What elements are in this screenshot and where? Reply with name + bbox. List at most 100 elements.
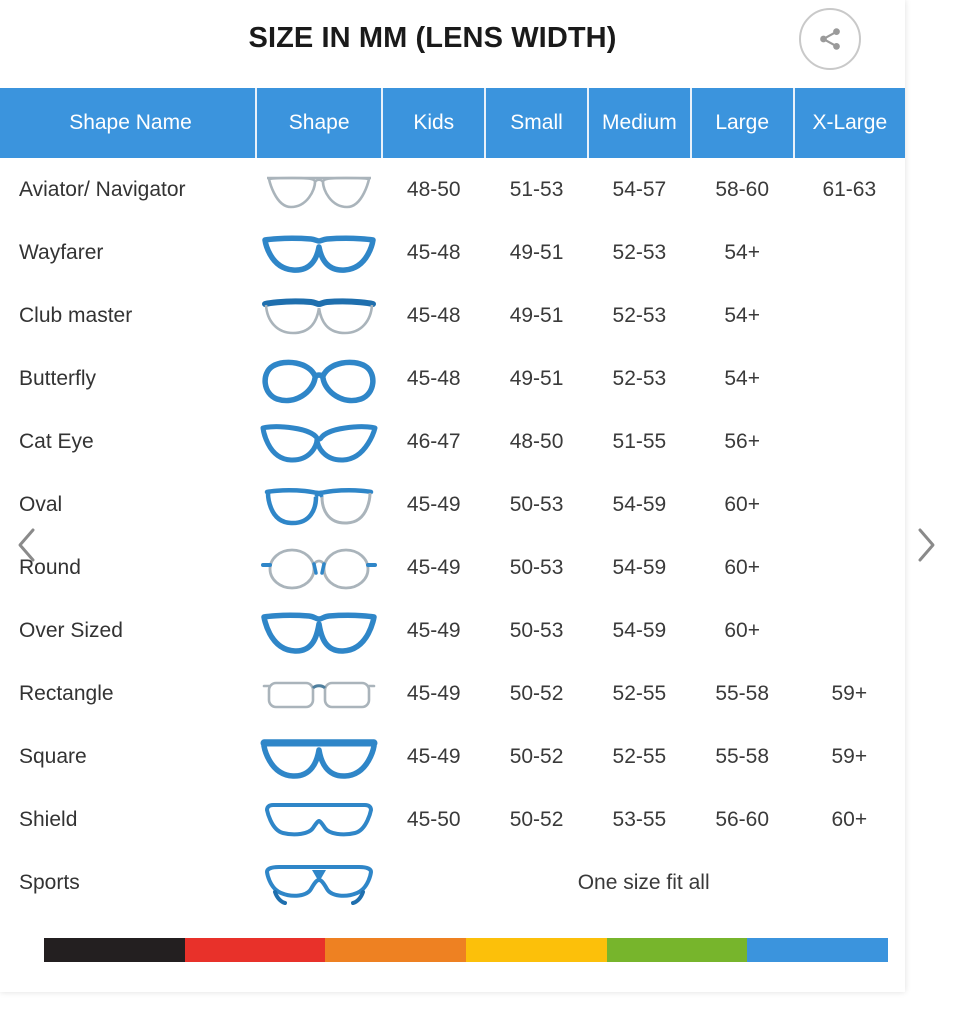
table-header: Shape Name Shape Kids Small Medium Large… — [0, 88, 905, 158]
column-header-medium[interactable]: Medium — [587, 88, 692, 158]
table-body: Aviator/ Navigator 48-50 51-53 54-57 58-60 61… — [0, 158, 905, 914]
cell-shape-name: Shield — [0, 788, 256, 851]
cell-shape-icon — [255, 599, 383, 662]
cell-medium: 51-55 — [587, 410, 691, 473]
cell-shape-name: Over Sized — [0, 599, 256, 662]
aviator-glasses-icon — [256, 165, 382, 215]
cell-small: 50-53 — [485, 599, 588, 662]
cell-large: 58-60 — [690, 158, 794, 221]
cell-shape-icon — [255, 536, 383, 599]
cell-small: 50-52 — [485, 788, 588, 851]
cell-kids: 45-49 — [382, 536, 486, 599]
cell-kids: 45-48 — [382, 221, 486, 284]
clubmaster-glasses-icon — [256, 291, 382, 341]
cell-kids: 45-50 — [382, 788, 486, 851]
share-button[interactable] — [799, 8, 861, 70]
cell-shape-name: Rectangle — [0, 662, 256, 725]
cell-shape-name: Butterfly — [0, 347, 256, 410]
column-header-small[interactable]: Small — [485, 88, 589, 158]
cell-shape-name: Aviator/ Navigator — [0, 158, 256, 221]
table-row: Aviator/ Navigator 48-50 51-53 54-57 58-60 61… — [0, 158, 905, 221]
column-header-shape-name[interactable]: Shape Name — [0, 88, 257, 158]
cell-shape-icon — [255, 158, 383, 221]
cell-medium: 54-59 — [587, 599, 691, 662]
cell-xlarge — [793, 284, 905, 347]
cell-xlarge: 60+ — [793, 788, 905, 851]
cell-small: 50-52 — [485, 662, 588, 725]
cell-kids: 46-47 — [382, 410, 486, 473]
table-row: Club master 45-48 49-51 52-53 54+ — [0, 284, 905, 347]
rectangle-glasses-icon — [256, 669, 382, 719]
column-header-shape[interactable]: Shape — [255, 88, 384, 158]
oversized-glasses-icon — [256, 606, 382, 656]
table-row: Oval 45-49 50-53 54-59 60+ — [0, 473, 905, 536]
table-header-row: Shape Name Shape Kids Small Medium Large… — [0, 88, 905, 158]
color-bar-segment-2 — [325, 938, 466, 962]
table-row: Rectangle 45-49 50-52 52-55 55-58 59+ — [0, 662, 905, 725]
table-row: Butterfly 45-48 49-51 52-53 54+ — [0, 347, 905, 410]
color-bar-segment-3 — [465, 938, 607, 962]
cell-kids: 45-49 — [382, 473, 486, 536]
cell-medium: 54-57 — [587, 158, 691, 221]
color-bar-segment-5 — [747, 938, 888, 962]
cell-kids: 45-49 — [382, 662, 486, 725]
cell-shape-icon — [255, 662, 383, 725]
table-row: Over Sized 45-49 50-53 54-59 60+ — [0, 599, 905, 662]
cell-large: 54+ — [690, 221, 794, 284]
cell-medium: 52-53 — [587, 284, 691, 347]
cell-small: 50-53 — [485, 473, 588, 536]
cell-shape-icon — [255, 410, 383, 473]
table-row: Cat Eye 46-47 48-50 51-55 56+ — [0, 410, 905, 473]
cell-shape-icon — [255, 284, 383, 347]
cell-xlarge — [793, 599, 905, 662]
round-glasses-icon — [256, 543, 382, 593]
cell-large: 54+ — [690, 347, 794, 410]
cell-small: 51-53 — [485, 158, 588, 221]
column-header-kids[interactable]: Kids — [382, 88, 487, 158]
sports-glasses-icon — [256, 858, 382, 908]
chevron-right-icon — [918, 528, 935, 562]
cell-shape-icon — [255, 221, 383, 284]
color-bar-segment-1 — [184, 938, 326, 962]
oval-glasses-icon — [256, 480, 382, 530]
table-row: Sports One size fit all — [0, 851, 905, 914]
cell-shape-icon — [255, 725, 383, 788]
wayfarer-glasses-icon — [256, 228, 382, 278]
cell-xlarge: 59+ — [793, 725, 905, 788]
cell-one-size-fit-all: One size fit all — [382, 851, 905, 914]
cell-shape-name: Round — [0, 536, 256, 599]
cell-large: 55-58 — [690, 662, 794, 725]
column-header-large[interactable]: Large — [690, 88, 795, 158]
color-bar-segment-4 — [606, 938, 748, 962]
cell-kids: 45-48 — [382, 284, 486, 347]
carousel-next-button[interactable] — [903, 520, 949, 570]
shield-glasses-icon — [256, 795, 382, 845]
cell-xlarge: 61-63 — [793, 158, 905, 221]
cell-small: 49-51 — [485, 347, 588, 410]
cell-kids: 45-48 — [382, 347, 486, 410]
carousel-prev-button[interactable] — [4, 520, 50, 570]
color-bar — [44, 938, 888, 962]
table-row: Square 45-49 50-52 52-55 55-58 59+ — [0, 725, 905, 788]
cell-kids: 45-49 — [382, 599, 486, 662]
cell-large: 55-58 — [690, 725, 794, 788]
cell-small: 49-51 — [485, 284, 588, 347]
page-title: SIZE IN MM (LENS WIDTH) — [248, 22, 617, 54]
cell-xlarge — [793, 410, 905, 473]
cell-large: 54+ — [690, 284, 794, 347]
cell-kids: 48-50 — [382, 158, 486, 221]
color-bar-segment-0 — [44, 938, 185, 962]
cell-shape-name: Square — [0, 725, 256, 788]
cell-large: 60+ — [690, 473, 794, 536]
cell-medium: 52-53 — [587, 221, 691, 284]
chevron-left-icon — [18, 528, 35, 562]
cell-small: 50-52 — [485, 725, 588, 788]
cell-shape-icon — [255, 473, 383, 536]
column-header-xlarge[interactable]: X-Large — [793, 88, 905, 158]
table-row: Wayfarer 45-48 49-51 52-53 54+ — [0, 221, 905, 284]
cell-kids: 45-49 — [382, 725, 486, 788]
cell-medium: 54-59 — [587, 536, 691, 599]
cell-xlarge — [793, 221, 905, 284]
cell-large: 60+ — [690, 536, 794, 599]
cell-large: 56-60 — [690, 788, 794, 851]
